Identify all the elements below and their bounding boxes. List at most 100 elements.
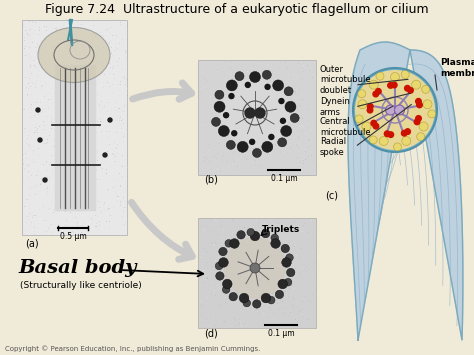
Circle shape (417, 133, 425, 141)
Circle shape (393, 143, 401, 151)
Circle shape (408, 88, 413, 93)
Circle shape (375, 88, 381, 94)
Circle shape (358, 90, 366, 98)
Circle shape (282, 258, 292, 267)
Circle shape (373, 91, 379, 97)
Circle shape (227, 80, 237, 91)
Circle shape (417, 102, 422, 108)
Circle shape (392, 82, 397, 88)
Text: (a): (a) (25, 238, 38, 248)
Bar (198, 218, 316, 328)
Circle shape (286, 268, 295, 277)
Circle shape (388, 83, 393, 88)
Circle shape (385, 105, 395, 115)
Circle shape (246, 82, 250, 87)
Text: 0.1 μm: 0.1 μm (268, 329, 294, 338)
Circle shape (275, 290, 283, 299)
Circle shape (237, 141, 248, 152)
Circle shape (255, 108, 265, 118)
Circle shape (245, 108, 255, 118)
Circle shape (353, 68, 437, 152)
Circle shape (373, 124, 379, 129)
Circle shape (391, 72, 400, 82)
Text: Triplets: Triplets (262, 225, 300, 234)
Text: Outer
microtubule
doublet: Outer microtubule doublet (320, 65, 371, 95)
Circle shape (215, 90, 224, 99)
Circle shape (358, 100, 367, 109)
Circle shape (43, 178, 47, 182)
Circle shape (243, 299, 251, 307)
Circle shape (278, 138, 287, 147)
Bar (22, 20, 127, 235)
Text: Dynein
arms: Dynein arms (320, 97, 350, 117)
Circle shape (221, 79, 289, 147)
Text: Copyright © Pearson Education, Inc., publishing as Benjamin Cummings.: Copyright © Pearson Education, Inc., pub… (5, 345, 260, 352)
Circle shape (281, 244, 290, 253)
Text: Basal body: Basal body (18, 259, 137, 277)
Circle shape (219, 247, 227, 256)
Circle shape (225, 240, 233, 247)
Circle shape (250, 231, 260, 241)
Circle shape (271, 239, 280, 248)
Circle shape (249, 71, 261, 82)
Circle shape (229, 239, 239, 248)
Circle shape (215, 262, 223, 270)
Circle shape (225, 238, 285, 298)
Circle shape (286, 254, 293, 261)
Text: (c): (c) (325, 190, 338, 200)
Circle shape (237, 231, 245, 239)
Circle shape (216, 272, 224, 280)
FancyArrowPatch shape (131, 202, 192, 259)
Circle shape (226, 140, 235, 149)
Text: 0.5 μm: 0.5 μm (60, 232, 86, 241)
Circle shape (369, 136, 377, 144)
Text: (Structurally like centriole): (Structurally like centriole) (20, 280, 142, 289)
Circle shape (401, 130, 407, 136)
Circle shape (405, 129, 410, 135)
Circle shape (229, 293, 237, 301)
Bar (198, 60, 316, 175)
Circle shape (271, 234, 279, 242)
Circle shape (428, 110, 436, 118)
Circle shape (376, 72, 384, 80)
Circle shape (279, 99, 284, 104)
Circle shape (232, 131, 237, 136)
Circle shape (219, 126, 229, 137)
Circle shape (412, 80, 421, 89)
Circle shape (222, 279, 232, 289)
Circle shape (355, 115, 363, 123)
Text: (b): (b) (204, 174, 218, 184)
Circle shape (214, 101, 225, 112)
FancyArrowPatch shape (133, 83, 191, 99)
Circle shape (405, 86, 410, 91)
Circle shape (239, 293, 249, 303)
Circle shape (362, 122, 371, 131)
Text: 0.1 μm: 0.1 μm (271, 174, 297, 183)
Circle shape (284, 278, 292, 286)
Circle shape (384, 131, 390, 137)
Circle shape (278, 279, 288, 289)
Circle shape (108, 118, 112, 122)
Circle shape (414, 119, 420, 125)
Circle shape (284, 87, 293, 96)
Text: Central
microtubule: Central microtubule (320, 117, 371, 137)
Circle shape (269, 135, 274, 140)
Circle shape (394, 105, 404, 115)
Circle shape (416, 116, 421, 121)
Circle shape (250, 140, 255, 144)
Circle shape (273, 80, 283, 91)
Circle shape (290, 114, 299, 122)
Circle shape (355, 70, 435, 150)
Circle shape (281, 118, 285, 123)
Circle shape (379, 137, 388, 146)
Circle shape (388, 132, 393, 137)
Text: (d): (d) (204, 328, 218, 338)
Circle shape (285, 101, 296, 112)
Circle shape (402, 137, 411, 146)
Circle shape (235, 72, 244, 81)
Ellipse shape (38, 27, 110, 82)
Text: Plasma
membrane: Plasma membrane (440, 58, 474, 78)
Circle shape (250, 263, 260, 273)
Circle shape (367, 107, 373, 113)
Text: Figure 7.24  Ultrastructure of a eukaryotic flagellum or cilium: Figure 7.24 Ultrastructure of a eukaryot… (45, 2, 429, 16)
